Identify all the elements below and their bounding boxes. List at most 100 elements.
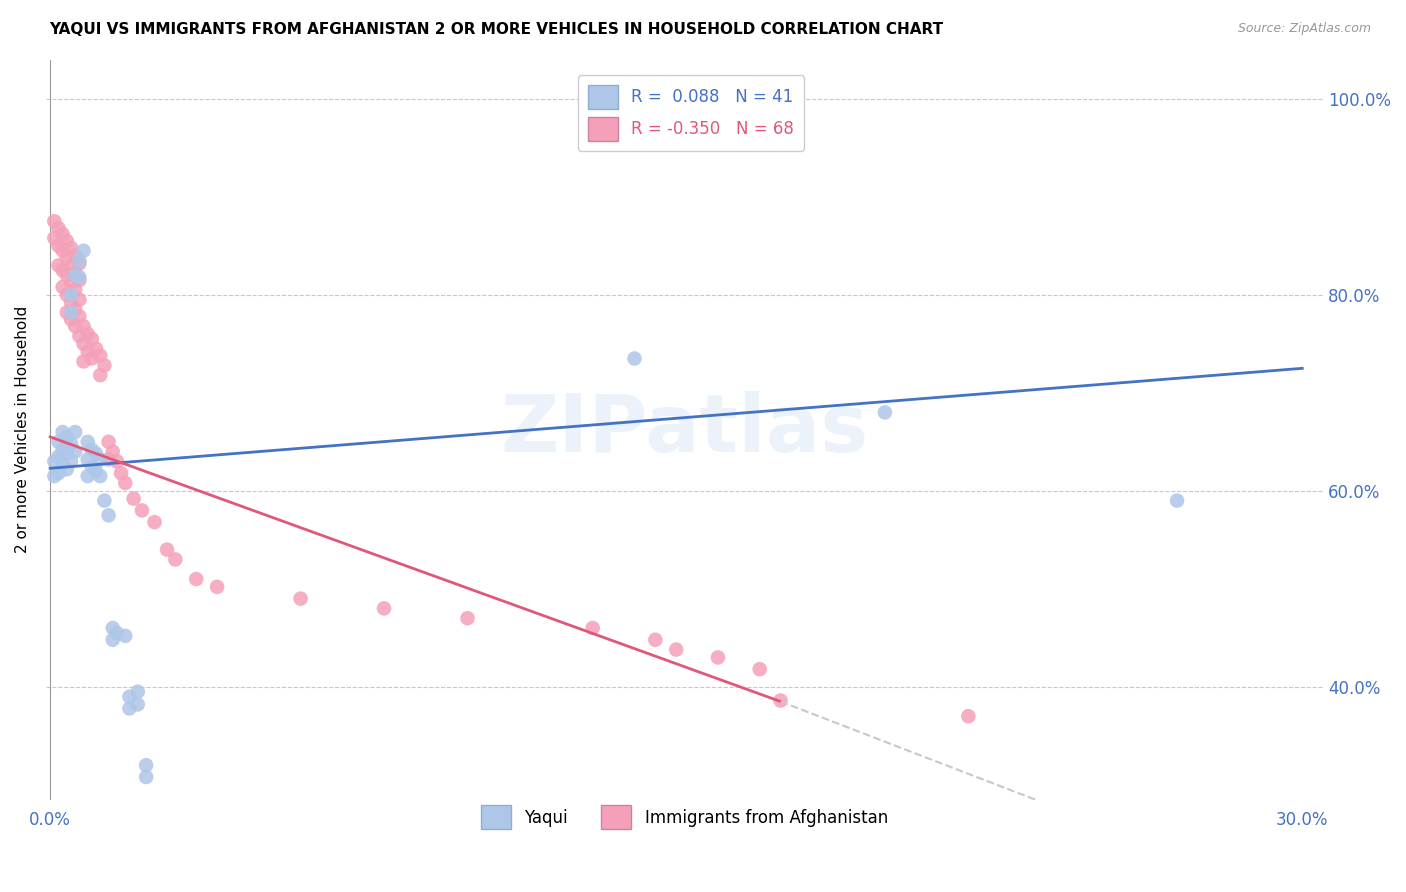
Point (67, 293, 90, 307)
Point (67, 256, 90, 270)
Point (60, 454, 83, 468)
Point (63, 283, 86, 297)
Point (93, 493, 115, 508)
Point (76, 469, 98, 483)
Point (665, 642, 688, 657)
Point (186, 572, 208, 586)
Point (373, 601, 395, 615)
Point (72, 244, 94, 258)
Point (105, 626, 128, 640)
Point (582, 621, 605, 635)
Point (60, 437, 83, 451)
Point (97, 508, 120, 523)
Point (127, 684, 149, 698)
Point (52, 263, 75, 277)
Point (135, 758, 157, 772)
Point (67, 329, 90, 343)
Point (101, 444, 124, 458)
Point (290, 591, 312, 606)
Point (156, 542, 179, 557)
Point (48, 259, 70, 273)
Point (97, 434, 120, 449)
Point (56, 234, 79, 248)
Point (1166, 493, 1188, 508)
Point (72, 319, 94, 334)
Point (67, 270, 90, 285)
Point (56, 305, 79, 319)
Point (60, 259, 83, 273)
Point (76, 452, 98, 467)
Point (52, 227, 75, 241)
Point (60, 295, 83, 310)
Point (76, 326, 98, 341)
Point (80, 442, 103, 457)
Point (63, 302, 86, 317)
Point (56, 446, 79, 460)
Point (56, 430, 79, 444)
Legend: Yaqui, Immigrants from Afghanistan: Yaqui, Immigrants from Afghanistan (474, 798, 894, 836)
Point (72, 336, 94, 351)
Point (48, 239, 70, 253)
Point (56, 251, 79, 265)
Point (56, 288, 79, 302)
Point (114, 629, 136, 643)
Point (457, 611, 479, 625)
Point (44, 214, 66, 228)
Point (84, 446, 107, 460)
Point (63, 319, 86, 334)
Point (63, 266, 86, 280)
Point (89, 469, 111, 483)
Point (63, 249, 86, 263)
Text: Source: ZipAtlas.com: Source: ZipAtlas.com (1237, 22, 1371, 36)
Point (60, 305, 83, 319)
Point (84, 464, 107, 478)
Point (110, 466, 132, 480)
Point (76, 344, 98, 359)
Point (80, 459, 103, 474)
Point (97, 452, 120, 467)
Point (101, 621, 124, 635)
Point (89, 349, 111, 363)
Text: ZIPatlas: ZIPatlas (501, 391, 869, 468)
Point (67, 310, 90, 324)
Point (873, 405, 896, 419)
Point (63, 268, 86, 283)
Point (52, 425, 75, 439)
Point (44, 231, 66, 245)
Point (63, 425, 86, 439)
Point (44, 454, 66, 468)
Point (93, 359, 115, 373)
Point (60, 276, 83, 290)
Point (89, 368, 111, 383)
Point (165, 552, 187, 566)
Point (748, 662, 770, 676)
Point (80, 351, 103, 366)
Point (48, 434, 70, 449)
Point (101, 632, 124, 647)
Point (135, 770, 157, 784)
Point (60, 312, 83, 326)
Point (52, 442, 75, 457)
Point (72, 354, 94, 368)
Point (56, 462, 79, 476)
Point (52, 456, 75, 470)
Point (48, 221, 70, 235)
Point (44, 469, 66, 483)
Point (205, 580, 228, 594)
Point (89, 452, 111, 467)
Point (67, 253, 90, 268)
Point (48, 466, 70, 480)
Point (84, 342, 107, 356)
Point (127, 698, 149, 712)
Point (56, 268, 79, 283)
Point (52, 244, 75, 258)
Point (114, 475, 136, 490)
Text: YAQUI VS IMMIGRANTS FROM AFGHANISTAN 2 OR MORE VEHICLES IN HOUSEHOLD CORRELATION: YAQUI VS IMMIGRANTS FROM AFGHANISTAN 2 O… (49, 22, 943, 37)
Y-axis label: 2 or more Vehicles in Household: 2 or more Vehicles in Household (15, 306, 30, 553)
Point (60, 288, 83, 302)
Point (60, 241, 83, 255)
Point (63, 444, 86, 458)
Point (707, 650, 730, 665)
Point (67, 273, 90, 287)
Point (80, 332, 103, 346)
